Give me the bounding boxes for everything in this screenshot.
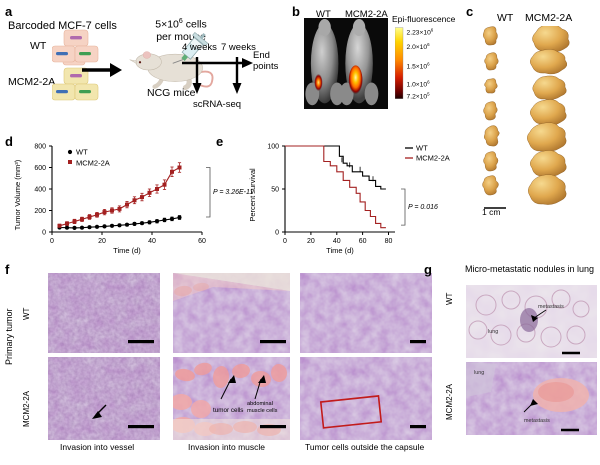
svg-text:Tumor Volume (mm³): Tumor Volume (mm³) [13, 159, 22, 230]
svg-text:Time (d): Time (d) [113, 246, 141, 255]
svg-text:P = 0.016: P = 0.016 [408, 204, 438, 211]
svg-text:7.2×105: 7.2×105 [407, 92, 431, 101]
svg-text:200: 200 [34, 208, 46, 215]
svg-text:20: 20 [307, 238, 315, 245]
svg-text:0: 0 [275, 230, 279, 237]
svg-text:lung: lung [488, 329, 498, 335]
svg-text:100: 100 [267, 144, 279, 151]
svg-text:MCM2-2A: MCM2-2A [76, 159, 110, 168]
svg-text:20: 20 [98, 238, 106, 245]
svg-text:40: 40 [333, 238, 341, 245]
svg-text:60: 60 [359, 238, 367, 245]
svg-text:400: 400 [34, 187, 46, 194]
svg-text:50: 50 [271, 187, 279, 194]
svg-text:0: 0 [283, 238, 287, 245]
svg-text:MCM2-2A: MCM2-2A [416, 154, 450, 163]
svg-text:0: 0 [50, 238, 54, 245]
svg-text:0: 0 [42, 230, 46, 237]
svg-text:40: 40 [148, 238, 156, 245]
svg-text:800: 800 [34, 144, 46, 151]
svg-text:P = 3.26E-11: P = 3.26E-11 [213, 189, 253, 196]
svg-text:abdominal: abdominal [247, 401, 273, 407]
svg-text:2.23×106: 2.23×106 [407, 28, 434, 37]
svg-text:tumor cells: tumor cells [213, 407, 243, 414]
svg-text:muscle cells: muscle cells [247, 408, 278, 414]
svg-text:2.0×106: 2.0×106 [407, 42, 431, 51]
svg-text:Time (d): Time (d) [326, 246, 354, 255]
svg-text:1.0×106: 1.0×106 [407, 80, 431, 89]
svg-text:metastasis: metastasis [538, 304, 564, 310]
svg-text:WT: WT [76, 148, 88, 157]
svg-text:1.5×106: 1.5×106 [407, 62, 431, 71]
svg-text:600: 600 [34, 165, 46, 172]
svg-text:WT: WT [416, 144, 428, 153]
svg-text:60: 60 [198, 238, 206, 245]
svg-text:lung: lung [474, 370, 484, 376]
svg-text:80: 80 [385, 238, 393, 245]
svg-text:metastasis: metastasis [524, 418, 550, 424]
